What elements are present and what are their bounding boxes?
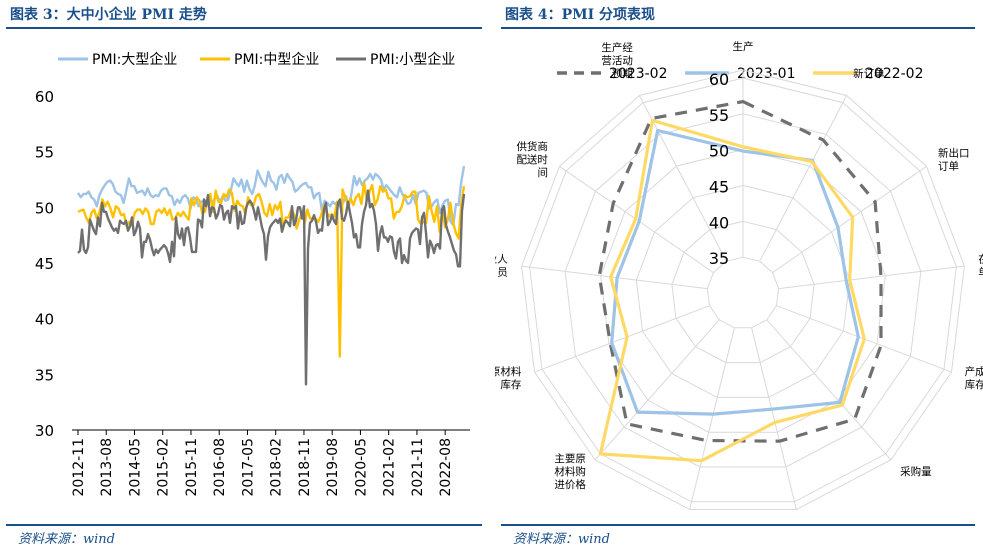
radar-r-tick-label: 55 <box>709 106 729 125</box>
radar-legend-label: 2023-02 <box>609 66 668 82</box>
radar-series <box>597 99 883 463</box>
y-tick-label: 35 <box>35 366 54 384</box>
y-tick-label: 60 <box>35 88 54 106</box>
radar-axis-label: 原材料库存 <box>495 365 522 391</box>
radar-r-tick-label: 50 <box>709 142 729 161</box>
x-tick-label: 2018-11 <box>297 438 313 497</box>
x-tick-label: 2018-02 <box>269 438 285 497</box>
right-source-note: 资料来源：wind <box>513 532 610 547</box>
x-tick-label: 2013-08 <box>99 438 115 497</box>
radar-outer-ring <box>521 69 965 510</box>
radar-legend-label: 2023-01 <box>737 66 796 82</box>
left-source-note: 资料来源：wind <box>18 532 115 547</box>
radar-r-tick-label: 60 <box>709 70 729 89</box>
x-tick-label: 2016-08 <box>212 438 228 497</box>
line-chart-y-ticks: 60 55 50 45 40 35 30 <box>35 88 54 440</box>
radar-spoke <box>759 95 848 262</box>
radar-axis-label: 生产经营活动预期 <box>601 41 633 80</box>
radar-axis-label: 新订单 <box>853 67 885 80</box>
x-tick-label: 2019-08 <box>325 438 341 497</box>
radar-axis-label: 生产 <box>733 40 754 53</box>
x-tick-label: 2017-05 <box>240 438 256 497</box>
right-title-rule <box>501 27 975 29</box>
radar-spoke <box>534 305 710 373</box>
radar-axis-labels: 生产新订单新出口订单在手订单产成品库存采购量进口出厂价格主要原材料购进价格原材料… <box>495 40 983 520</box>
left-figure-panel: 图表 3：大中小企业 PMI 走势 60 55 50 45 40 35 30 2012-11… <box>0 0 490 550</box>
radar-r-tick-label: 35 <box>709 249 729 268</box>
y-tick-label: 40 <box>35 311 54 329</box>
radar-spoke <box>766 319 892 461</box>
legend-label: PMI:中型企业 <box>234 51 319 68</box>
series-line-3 <box>77 189 466 386</box>
radar-chart: 2023-02 2023-01 2022-02 35 40 45 50 55 60 生产新订单… <box>495 40 983 520</box>
radar-ring <box>635 184 851 398</box>
radar-axis-label: 新出口订单 <box>938 146 970 172</box>
radar-grid <box>521 69 965 510</box>
radar-spoke <box>772 165 927 274</box>
line-chart-series <box>76 165 466 386</box>
radar-series-2022-02 <box>598 118 866 463</box>
radar-axis-label: 在手订单 <box>978 252 983 278</box>
line-chart-legend: PMI:大型企业 PMI:中型企业 PMI:小型企业 <box>58 51 455 68</box>
x-tick-label: 2022-08 <box>438 438 454 497</box>
x-tick-label: 2015-02 <box>156 438 172 497</box>
radar-axis-label: 从业人员 <box>495 253 508 278</box>
y-tick-label: 30 <box>35 422 54 440</box>
y-tick-label: 55 <box>35 144 54 162</box>
radar-r-ticks: 35 40 45 50 55 60 <box>709 70 729 268</box>
y-tick-label: 50 <box>35 199 54 217</box>
radar-axis-label: 供货商配送时间 <box>516 140 548 179</box>
radar-axis-label: 主要原材料购进价格 <box>554 453 586 491</box>
series-line-1 <box>76 165 466 227</box>
left-title-rule <box>6 27 482 29</box>
radar-r-tick-label: 45 <box>709 178 729 197</box>
right-figure-title: 图表 4：PMI 分项表现 <box>505 7 656 23</box>
radar-axis-label: 出厂价格 <box>655 519 687 520</box>
series-line-2 <box>77 181 466 358</box>
legend-label: PMI:大型企业 <box>92 51 177 68</box>
radar-r-tick-label: 40 <box>709 213 729 232</box>
left-source-rule <box>6 524 482 526</box>
x-tick-label: 2015-11 <box>184 438 200 497</box>
radar-spoke <box>689 327 735 510</box>
radar-ring <box>600 149 886 433</box>
right-figure-panel: 图表 4：PMI 分项表现 2023-02 2023-01 2022-02 35 40… <box>495 0 983 550</box>
x-tick-label: 2014-05 <box>127 438 143 497</box>
radar-ring <box>564 113 922 468</box>
y-tick-label: 45 <box>35 255 54 273</box>
radar-spoke <box>638 95 727 262</box>
x-tick-label: 2012-11 <box>71 438 87 497</box>
line-chart-x-ticks: 2012-11 2013-08 2014-05 2015-02 2015-11 2016-… <box>71 430 454 497</box>
x-tick-label: 2020-05 <box>353 438 369 497</box>
radar-axis-label: 产成品库存 <box>965 365 983 391</box>
radar-spoke <box>594 319 720 461</box>
radar-series-2023-01 <box>610 128 860 416</box>
line-chart: 60 55 50 45 40 35 30 2012-11 2013-08 2014-05 2015… <box>35 51 470 497</box>
radar-axis-label: 采购量 <box>900 465 932 478</box>
radar-spoke <box>751 327 797 510</box>
radar-legend-label: 2022-02 <box>865 66 924 82</box>
x-tick-label: 2021-02 <box>382 438 398 497</box>
left-figure-title: 图表 3：大中小企业 PMI 走势 <box>10 7 207 23</box>
radar-legend: 2023-02 2023-01 2022-02 <box>557 66 924 82</box>
x-tick-label: 2021-11 <box>410 438 426 497</box>
legend-label: PMI:小型企业 <box>370 51 455 68</box>
radar-ring <box>671 220 815 364</box>
right-source-rule <box>501 524 975 526</box>
radar-spoke <box>521 265 708 290</box>
radar-spoke <box>778 265 965 290</box>
radar-ring <box>529 77 957 503</box>
radar-ring <box>706 256 780 329</box>
